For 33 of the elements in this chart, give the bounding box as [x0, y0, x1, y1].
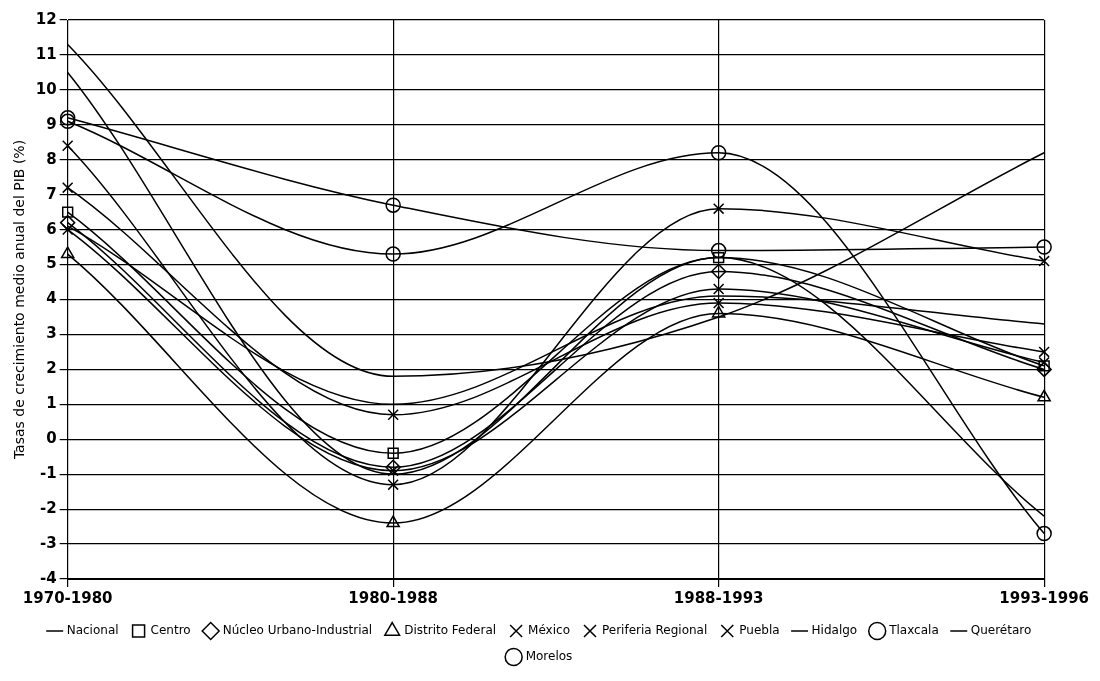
y-tick-label: 12 [35, 9, 57, 28]
legend-label: Periferia Regional [602, 623, 708, 638]
legend-label: Tlaxcala [888, 623, 939, 638]
y-tick-label: 8 [46, 149, 57, 168]
x-tick-label: 1988-1993 [673, 588, 764, 607]
y-tick-label: 1 [46, 394, 57, 413]
y-tick-label: 0 [46, 429, 57, 448]
y-tick-label: 7 [46, 184, 57, 203]
y-tick-label: -1 [40, 464, 57, 483]
y-tick-label: 10 [35, 79, 57, 98]
y-tick-label: 5 [46, 254, 57, 273]
legend-label: México [528, 623, 570, 638]
y-tick-label: -3 [40, 533, 57, 552]
y-axis-title: Tasas de crecimiento medio anual del PIB (%) [11, 139, 28, 461]
y-tick-label: 11 [35, 44, 57, 63]
legend-label: Puebla [739, 623, 780, 638]
legend-label: Centro [150, 623, 191, 638]
x-tick-label: 1980-1988 [348, 588, 439, 607]
y-tick-label: 2 [46, 359, 57, 378]
y-tick-label: 6 [46, 219, 57, 238]
legend-label: Morelos [525, 649, 573, 664]
legend-label: Querétaro [970, 623, 1032, 638]
legend-label: Núcleo Urbano-Industrial [222, 623, 373, 638]
legend-label: Nacional [66, 623, 119, 638]
y-tick-label: 4 [46, 289, 57, 308]
y-tick-label: -4 [40, 568, 57, 587]
x-tick-label: 1993-1996 [999, 588, 1090, 607]
legend-label: Distrito Federal [404, 623, 497, 638]
legend-label: Hidalgo [811, 623, 858, 638]
y-tick-label: 9 [46, 114, 57, 133]
y-tick-label: -2 [40, 499, 57, 518]
y-tick-label: 3 [46, 324, 57, 343]
x-tick-label: 1970-1980 [22, 588, 113, 607]
